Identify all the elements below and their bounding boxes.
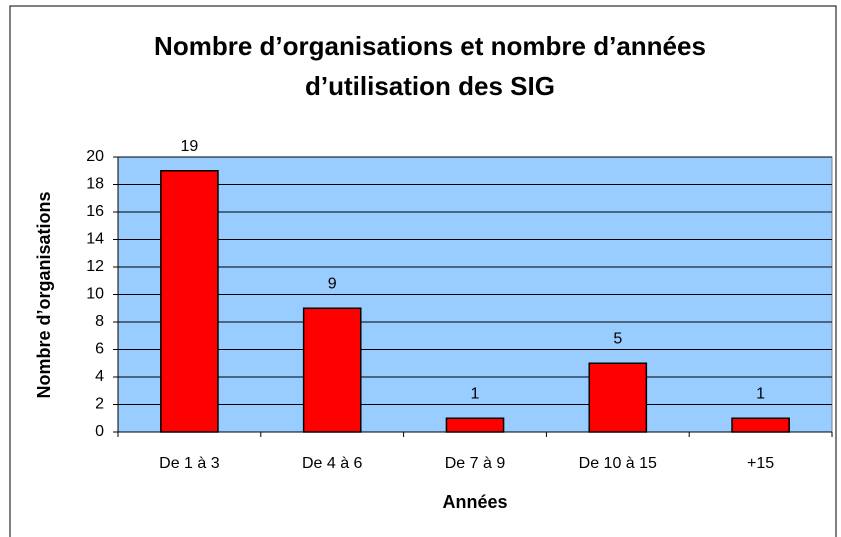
data-label: 19 bbox=[181, 138, 199, 155]
data-label: 1 bbox=[471, 385, 480, 402]
y-tick-label: 16 bbox=[86, 203, 104, 220]
data-label: 9 bbox=[328, 275, 337, 292]
x-tick-label: De 1 à 3 bbox=[159, 455, 220, 472]
chart-title: d’utilisation des SIG bbox=[305, 71, 555, 101]
y-tick-label: 20 bbox=[86, 148, 104, 165]
y-tick-label: 10 bbox=[86, 286, 104, 303]
bar bbox=[588, 362, 648, 433]
x-tick-label: De 4 à 6 bbox=[302, 455, 363, 472]
x-tick-label: De 7 à 9 bbox=[445, 455, 506, 472]
data-label: 1 bbox=[756, 385, 765, 402]
y-tick-label: 6 bbox=[95, 341, 104, 358]
x-axis-title: Années bbox=[442, 492, 507, 512]
bar bbox=[302, 307, 362, 433]
bar bbox=[160, 170, 219, 433]
y-axis-title: Nombre d’organisations bbox=[34, 191, 54, 398]
data-label: 5 bbox=[613, 330, 622, 347]
y-tick-label: 0 bbox=[95, 423, 104, 440]
y-tick-label: 2 bbox=[95, 396, 104, 413]
chart-title: Nombre d’organisations et nombre d’année… bbox=[154, 31, 706, 61]
y-tick-label: 14 bbox=[86, 231, 104, 248]
y-tick-label: 4 bbox=[95, 368, 104, 385]
bar bbox=[445, 417, 505, 433]
bar bbox=[731, 417, 790, 433]
x-tick-label: De 10 à 15 bbox=[579, 455, 657, 472]
x-tick-label: +15 bbox=[747, 455, 774, 472]
y-tick-label: 12 bbox=[86, 258, 104, 275]
y-tick-label: 8 bbox=[95, 313, 104, 330]
y-tick-label: 18 bbox=[86, 176, 104, 193]
